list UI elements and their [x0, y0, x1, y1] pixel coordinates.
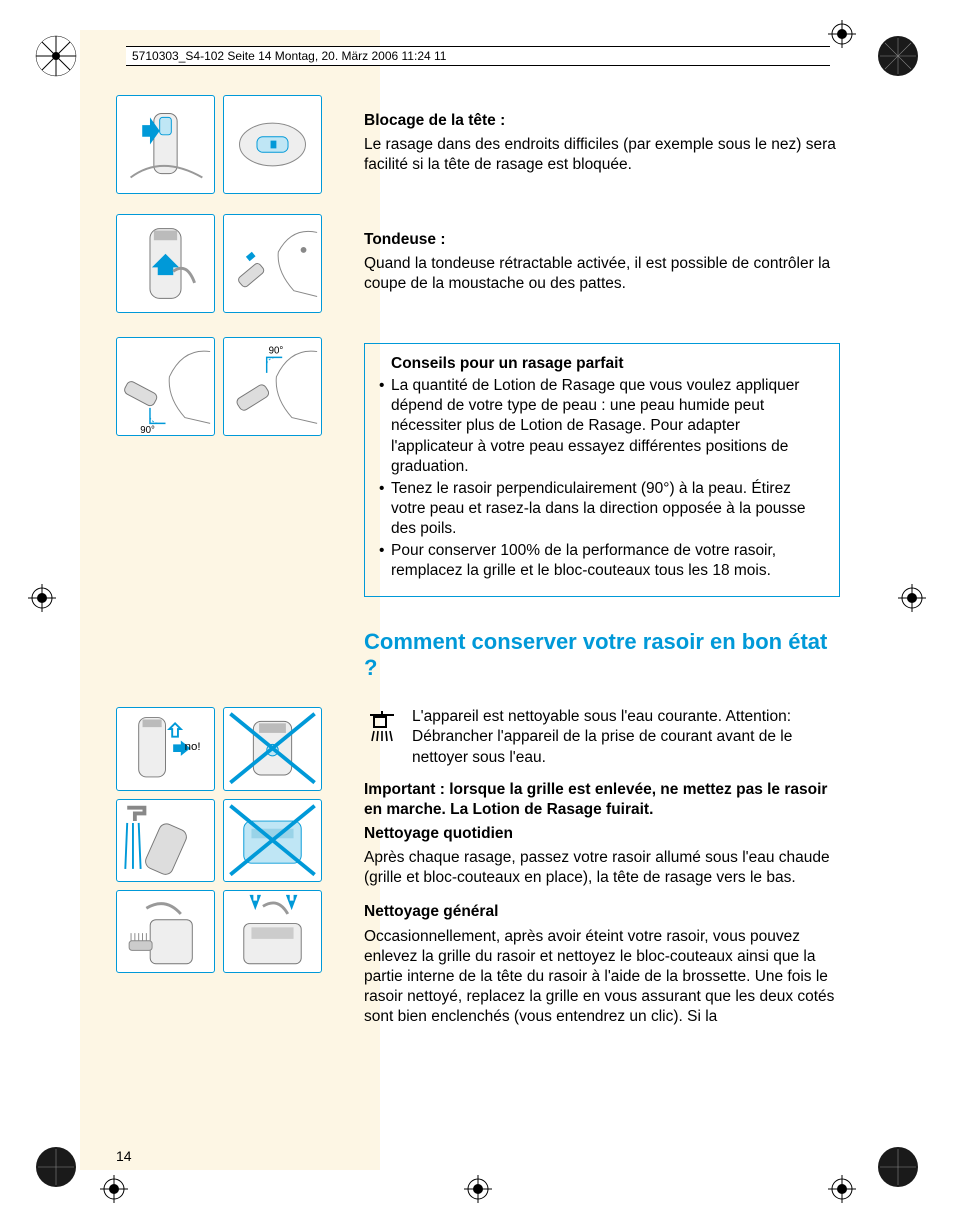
svg-text:90°: 90°: [269, 346, 284, 357]
ornament-bottom-right: [876, 1145, 920, 1189]
print-slug-text: 5710303_S4-102 Seite 14 Montag, 20. März…: [132, 49, 446, 63]
figure-clean-6: [223, 890, 322, 973]
svg-text:no!: no!: [185, 741, 201, 753]
cropmark-bottom-2: [464, 1175, 492, 1203]
figure-angle-2: 90°: [223, 337, 322, 436]
washable-icon: [364, 707, 412, 753]
ornament-top-left: [34, 34, 78, 78]
figure-clean-5: [116, 890, 215, 973]
figure-head-lock-2: [223, 95, 322, 194]
figure-angle-1: 90°: [116, 337, 215, 436]
cropmark-bottom-1: [100, 1175, 128, 1203]
tips-box: Conseils pour un rasage parfait La quant…: [364, 343, 840, 597]
cropmark-left: [28, 584, 56, 612]
cropmark-bottom-3: [828, 1175, 856, 1203]
blocage-title: Blocage de la tête :: [364, 111, 840, 131]
daily-heading: Nettoyage quotidien: [364, 824, 840, 844]
figure-clean-3: [116, 799, 215, 882]
tips-heading: Conseils pour un rasage parfait: [379, 354, 825, 374]
tip-item: Tenez le rasoir perpendiculairement (90°…: [379, 479, 825, 539]
cropmark-right: [898, 584, 926, 612]
general-body: Occasionnellement, après avoir éteint vo…: [364, 927, 840, 1028]
print-slug: 5710303_S4-102 Seite 14 Montag, 20. März…: [126, 46, 830, 66]
page-number: 14: [116, 1148, 132, 1164]
svg-text:90°: 90°: [140, 425, 155, 435]
maintain-heading: Comment conserver votre rasoir en bon ét…: [364, 629, 840, 682]
tondeuse-title: Tondeuse :: [364, 230, 840, 250]
cropmark-top: [828, 20, 856, 48]
figure-head-lock-1: [116, 95, 215, 194]
figure-clean-1: no!: [116, 707, 215, 790]
tip-item: La quantité de Lotion de Rasage que vous…: [379, 376, 825, 477]
maintain-lead: L'appareil est nettoyable sous l'eau cou…: [412, 707, 840, 767]
ornament-top-right: [876, 34, 920, 78]
figure-trimmer-2: [223, 214, 322, 313]
figure-clean-4: [223, 799, 322, 882]
blocage-body: Le rasage dans des endroits difficiles (…: [364, 135, 840, 175]
ornament-bottom-left: [34, 1145, 78, 1189]
general-heading: Nettoyage général: [364, 902, 840, 922]
tondeuse-body: Quand la tondeuse rétractable activée, i…: [364, 254, 840, 294]
figure-clean-2: [223, 707, 322, 790]
figure-trimmer-1: [116, 214, 215, 313]
maintain-important: Important : lorsque la grille est enlevé…: [364, 780, 840, 820]
tip-item: Pour conserver 100% de la performance de…: [379, 541, 825, 581]
daily-body: Après chaque rasage, passez votre rasoir…: [364, 848, 840, 888]
